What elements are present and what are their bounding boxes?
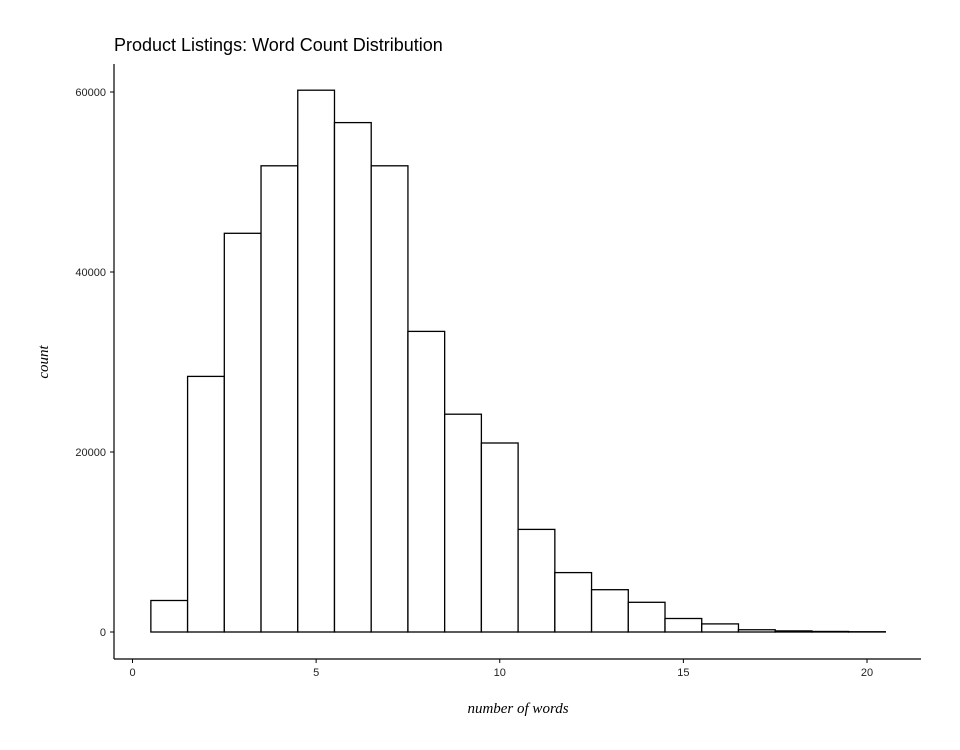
histogram-bar [223, 232, 262, 633]
x-tick-label: 10 [494, 667, 506, 679]
histogram-bar [774, 630, 813, 633]
histogram-bar [554, 571, 593, 633]
histogram-bar [186, 375, 225, 633]
y-tick-label: 0 [100, 627, 106, 639]
histogram-bar [370, 165, 409, 633]
histogram-bar [150, 599, 189, 633]
histogram-bar [480, 442, 519, 633]
histogram-bar [297, 89, 336, 633]
chart-title: Product Listings: Word Count Distributio… [114, 35, 443, 55]
histogram-bar [811, 630, 850, 633]
histogram-bar [407, 330, 446, 633]
y-tick-label: 40000 [75, 267, 106, 279]
y-axis-title: count [36, 345, 52, 379]
x-axis-title: number of words [467, 701, 568, 717]
bars-group [150, 89, 887, 633]
x-tick-label: 20 [861, 667, 873, 679]
x-axis-ticks: 0 5 10 15 20 [129, 659, 873, 679]
y-axis-ticks: 0 20000 40000 60000 [75, 87, 114, 639]
x-tick-label: 0 [129, 667, 135, 679]
histogram-bar [260, 165, 299, 633]
histogram-bar [737, 629, 776, 633]
histogram-bar [517, 528, 556, 633]
x-tick-label: 5 [313, 667, 319, 679]
histogram-bar [333, 121, 372, 633]
y-tick-label: 20000 [75, 447, 106, 459]
histogram-bar [444, 413, 483, 633]
histogram-bar [590, 589, 629, 633]
histogram-bar [701, 623, 740, 633]
y-tick-label: 60000 [75, 87, 106, 99]
x-tick-label: 15 [677, 667, 689, 679]
histogram-bar [664, 617, 703, 633]
histogram-bar [627, 601, 666, 633]
